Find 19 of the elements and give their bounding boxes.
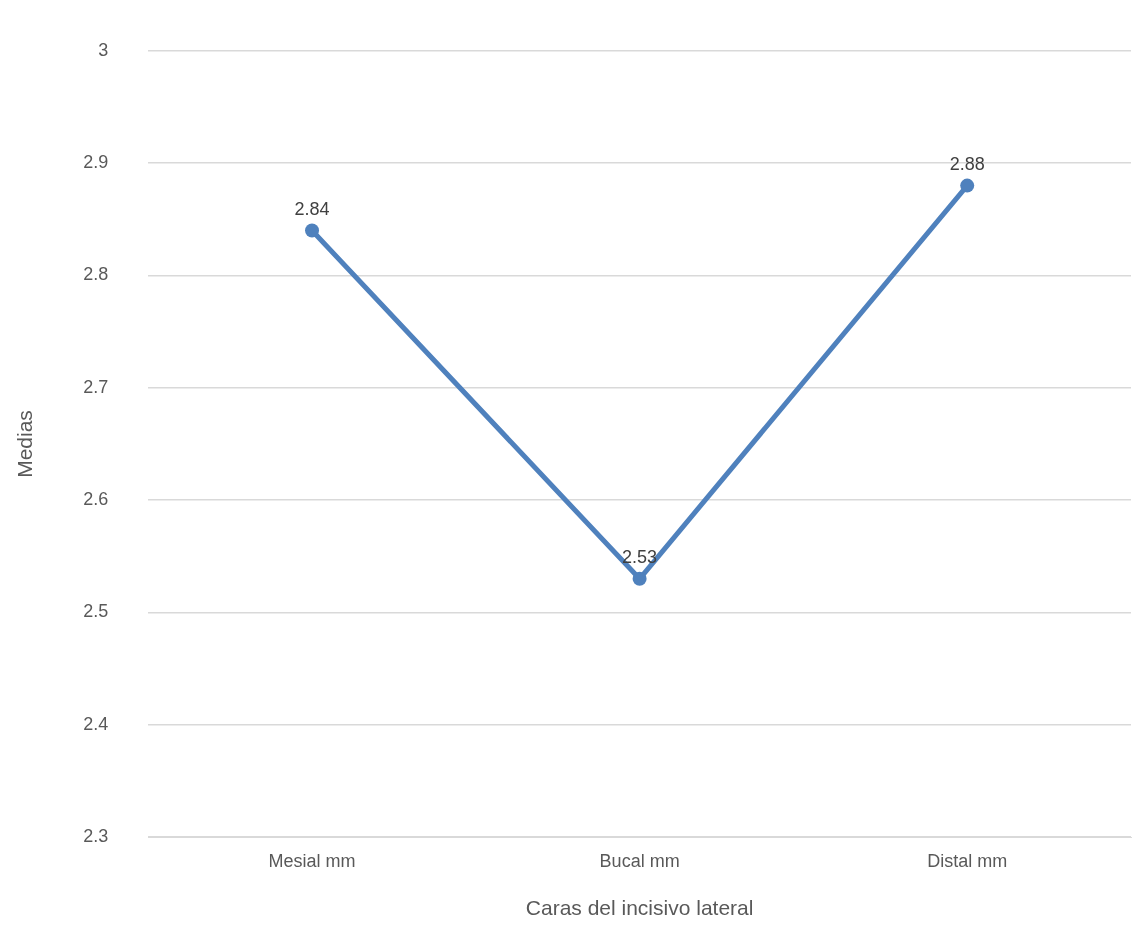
point — [632, 571, 647, 586]
data-label: 2.53 — [622, 546, 658, 567]
y-axis-title: Medias — [13, 410, 37, 478]
x-axis-title: Caras del incisivo lateral — [525, 896, 754, 920]
data-label: 2.88 — [949, 153, 985, 174]
data-label: 2.84 — [294, 198, 330, 219]
x-tick-label: Bucal mm — [599, 850, 680, 871]
x-tick-label: Distal mm — [927, 850, 1008, 871]
x-tick-label: Mesial mm — [268, 850, 356, 871]
y-tick-label: 2.8 — [83, 264, 109, 285]
point — [960, 178, 975, 193]
y-tick-label: 2.6 — [83, 489, 109, 510]
y-tick-label: 3 — [98, 39, 109, 60]
point — [305, 223, 320, 238]
y-tick-label: 2.4 — [83, 713, 109, 734]
y-tick-label: 2.9 — [83, 152, 109, 173]
y-tick-label: 2.3 — [83, 826, 109, 847]
y-tick-label: 2.7 — [83, 376, 109, 397]
y-tick-label: 2.5 — [83, 601, 109, 622]
